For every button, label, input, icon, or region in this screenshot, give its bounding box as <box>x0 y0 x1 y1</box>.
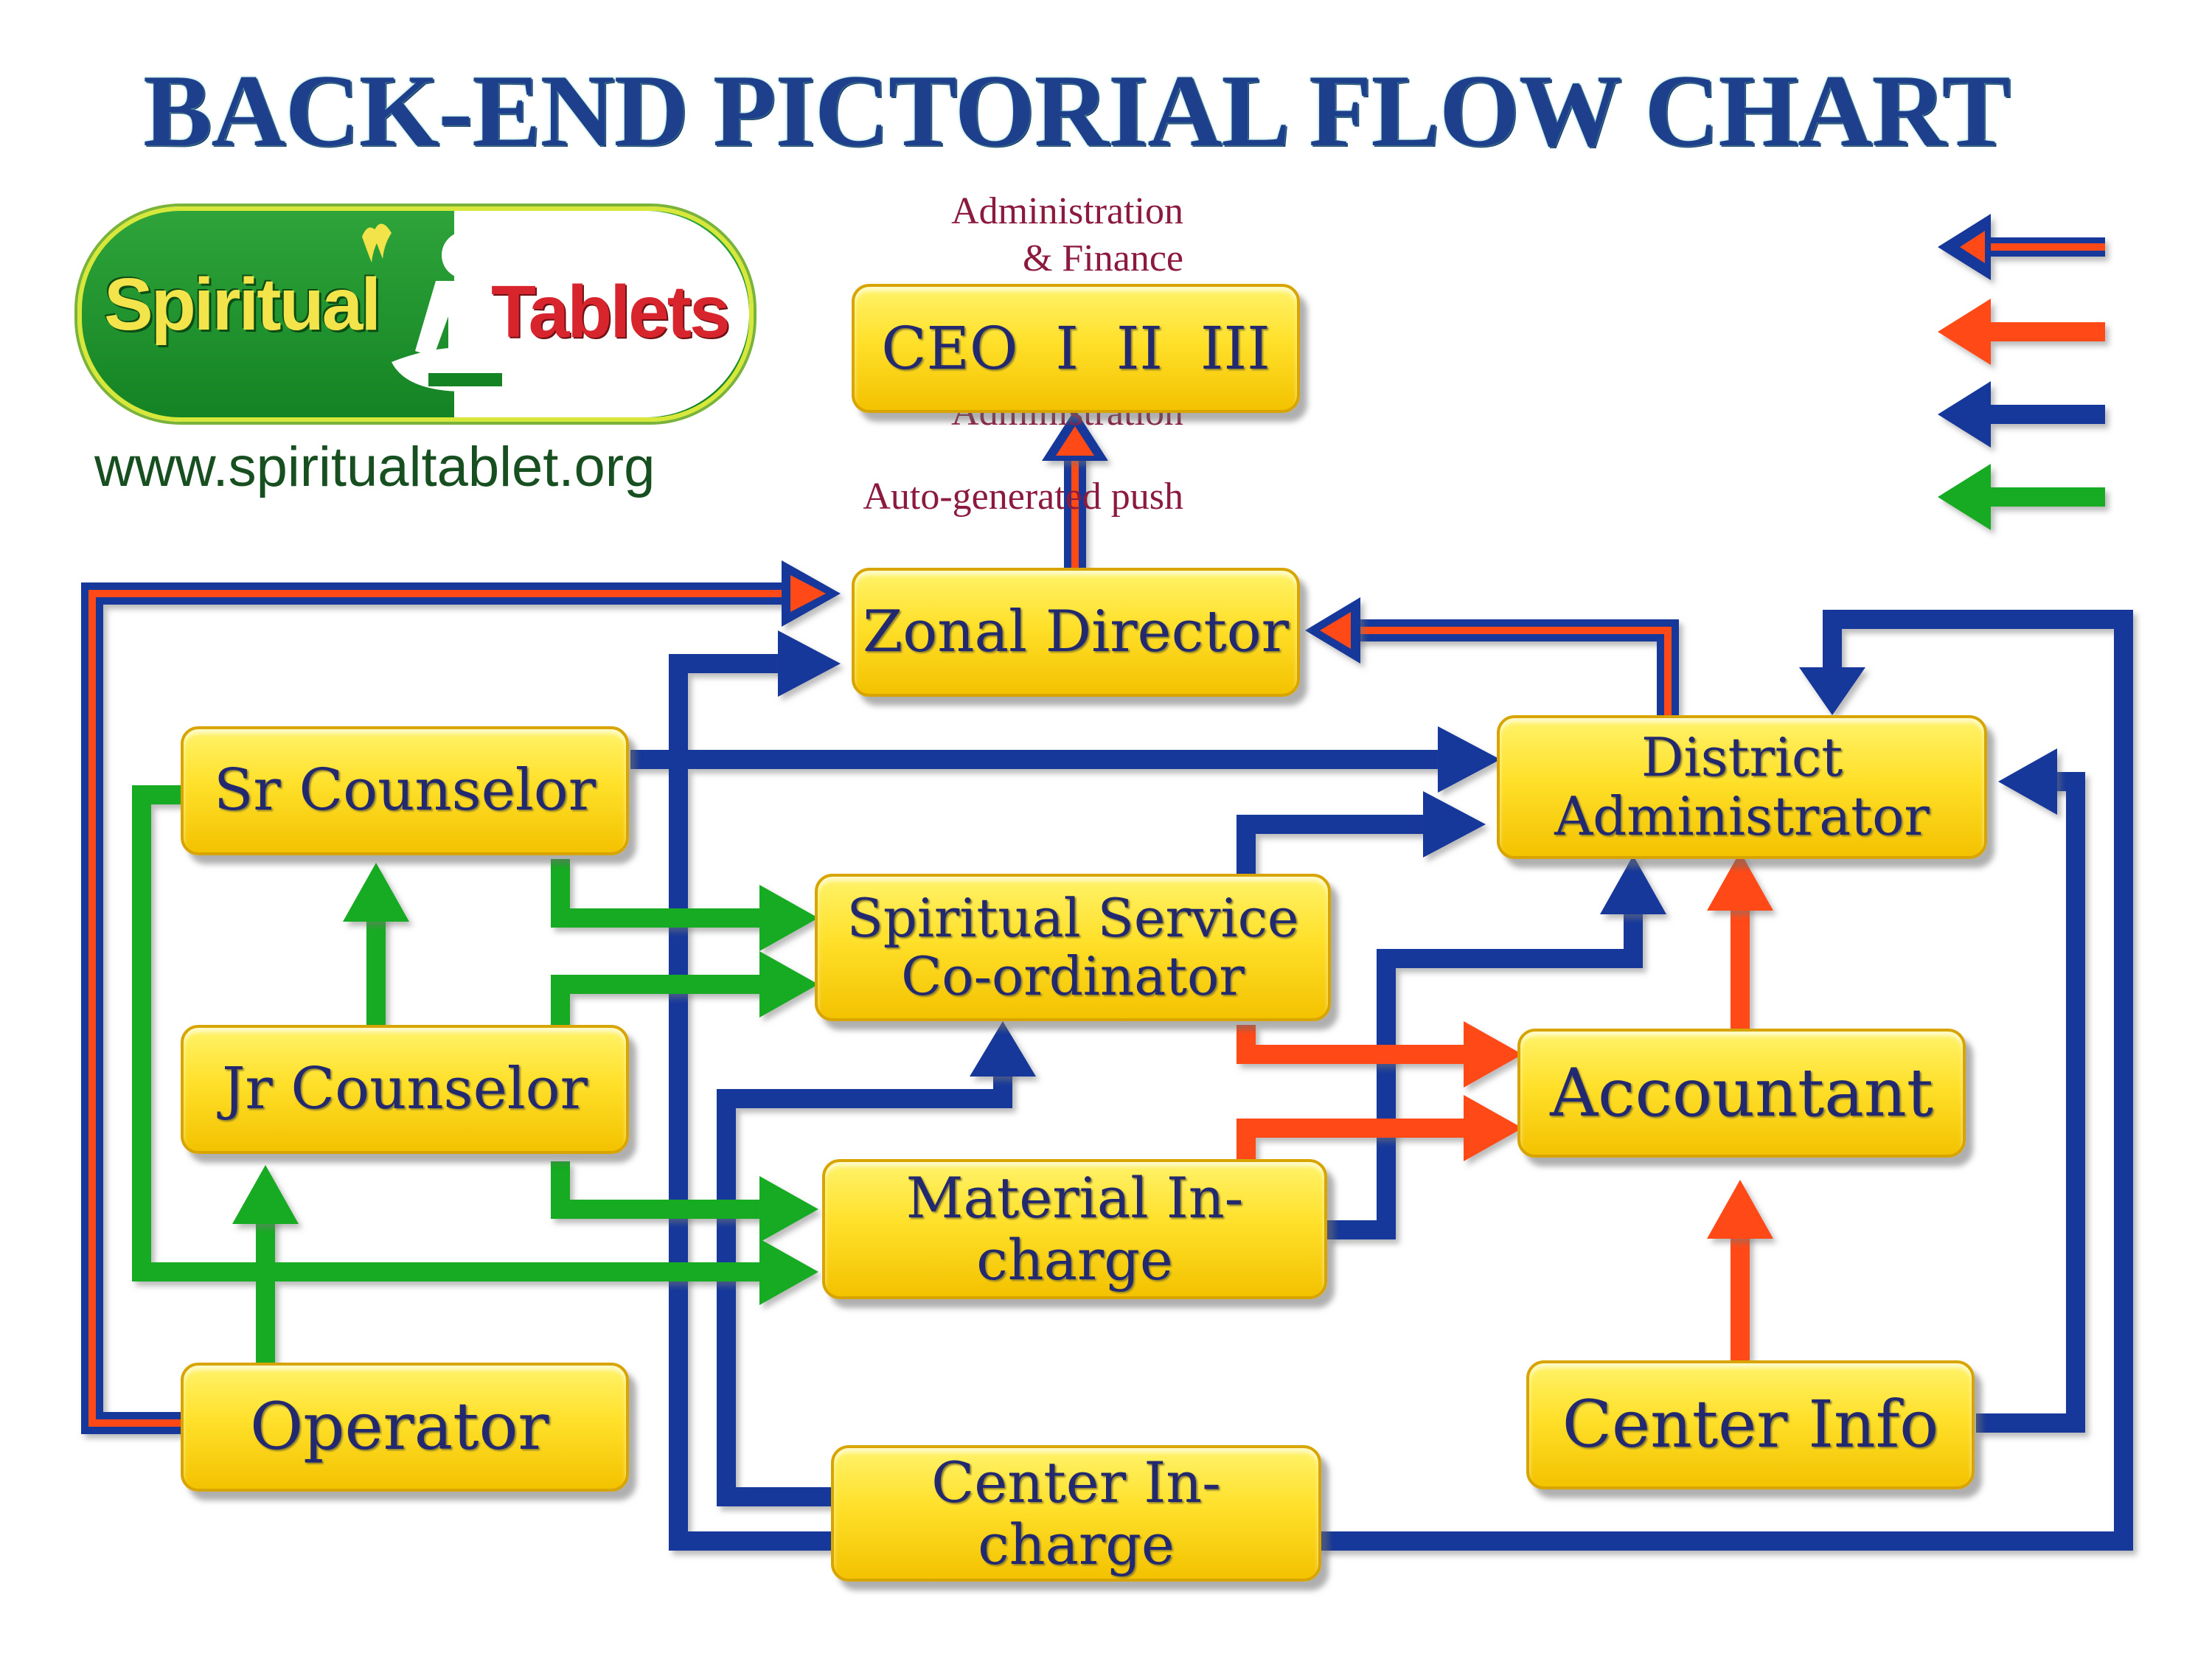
node-coordinator-line1: Spiritual Service <box>846 886 1299 949</box>
edge-sr-counselor-to-material <box>132 785 767 1281</box>
edge-jr-counselor-to-coordinator <box>551 975 767 1025</box>
legend-label-admin-finance-line2: & Finance <box>1022 237 1183 279</box>
arrowhead-operator-to-jr <box>232 1165 299 1224</box>
arrowhead-center-info-to-accountant <box>1707 1180 1773 1239</box>
node-zonal-director-label: Zonal Director <box>863 598 1289 665</box>
node-district-administrator-line2: Administrator <box>1554 785 1930 847</box>
arrowhead-sr-to-district-admin <box>1438 726 1500 793</box>
website-url: www.spiritualtablet.org <box>94 436 655 498</box>
arrowhead-material-to-accountant <box>1464 1095 1523 1161</box>
node-jr-counselor-label: Jr Counselor <box>222 1055 588 1122</box>
edge-center-incharge-to-district-admin <box>1320 610 2133 1551</box>
node-coordinator-line2: Co-ordinator <box>901 945 1245 1007</box>
node-sr-counselor: Sr Counselor <box>181 726 629 855</box>
node-district-administrator-line1: District <box>1641 726 1843 789</box>
legend-arrow-finance <box>1938 299 2105 365</box>
arrowhead-sr-to-coordinator <box>759 885 818 951</box>
arrowhead-sr-to-material <box>759 1239 818 1305</box>
node-operator-label: Operator <box>250 1388 549 1465</box>
node-material-incharge-label: Material In-charge <box>905 1165 1244 1293</box>
node-spiritual-service-coordinator: Spiritual Service Co-ordinator <box>815 874 1331 1021</box>
arrowhead-coordinator-to-accountant <box>1464 1021 1523 1088</box>
node-center-incharge-label: Center In-charge <box>931 1449 1221 1577</box>
node-material-incharge: Material In-charge <box>822 1159 1327 1299</box>
edge-sr-counselor-to-coordinator <box>551 859 767 928</box>
arrowhead-accountant-to-district <box>1707 852 1773 911</box>
node-accountant: Accountant <box>1517 1029 1966 1158</box>
arrowhead-jr-to-coordinator <box>759 951 818 1018</box>
node-center-info-label: Center Info <box>1562 1386 1939 1463</box>
edge-jr-counselor-to-material <box>551 1161 767 1219</box>
edge-coordinator-to-accountant <box>1237 1025 1467 1064</box>
edge-center-incharge-to-coordinator <box>717 1069 1012 1506</box>
meditating-figure-icon <box>362 223 532 392</box>
edge-center-incharge-to-zonal-director <box>669 654 833 1551</box>
node-ceo: CEO I II III <box>852 284 1300 413</box>
edge-material-to-accountant <box>1237 1119 1467 1165</box>
legend-arrow-administration <box>1938 381 2105 448</box>
edge-district-admin-to-zonal-director <box>1353 619 1679 715</box>
legend-label-admin-finance: Administration & Finance <box>951 188 1183 282</box>
legend-label-admin-finance-line1: Administration <box>951 190 1183 232</box>
legend-arrow-auto-push <box>1938 464 2105 530</box>
legend-arrow-admin-finance <box>1938 214 2105 280</box>
edge-material-to-district-admin <box>1327 907 1643 1239</box>
node-ceo-label: CEO I II III <box>881 313 1270 383</box>
arrowhead-jr-to-sr <box>343 863 409 922</box>
node-jr-counselor: Jr Counselor <box>181 1025 629 1154</box>
legend-label-auto-push: Auto-generated push <box>863 476 1183 518</box>
logo-word-tablets: Tablets <box>491 271 731 353</box>
edge-coordinator-to-district-admin <box>1237 815 1423 877</box>
arrowhead-coordinator-to-district-admin <box>1423 791 1486 858</box>
arrowhead-center-incharge-to-zonal <box>778 630 841 697</box>
arrowhead-jr-to-material <box>759 1176 818 1242</box>
spiritual-tablets-logo: Spiritual Tablets <box>77 206 754 422</box>
arrowhead-center-info-to-district-admin <box>1998 748 2057 815</box>
edge-center-info-to-district-admin <box>1976 772 2085 1433</box>
page-title: BACK-END PICTORIAL FLOW CHART <box>143 54 2011 168</box>
node-sr-counselor-label: Sr Counselor <box>213 757 596 824</box>
arrowhead-center-incharge-to-district <box>1799 667 1865 715</box>
node-operator: Operator <box>181 1363 629 1492</box>
arrowhead-material-to-district-admin <box>1600 855 1666 914</box>
logo-word-spiritual: Spiritual <box>104 263 381 346</box>
node-district-administrator: District Administrator <box>1497 715 1987 859</box>
node-center-info: Center Info <box>1526 1360 1975 1489</box>
node-accountant-label: Accountant <box>1550 1054 1933 1132</box>
node-center-incharge: Center In-charge <box>831 1445 1321 1582</box>
node-zonal-director: Zonal Director <box>852 568 1300 697</box>
arrowhead-center-incharge-to-coordinator <box>970 1021 1036 1077</box>
